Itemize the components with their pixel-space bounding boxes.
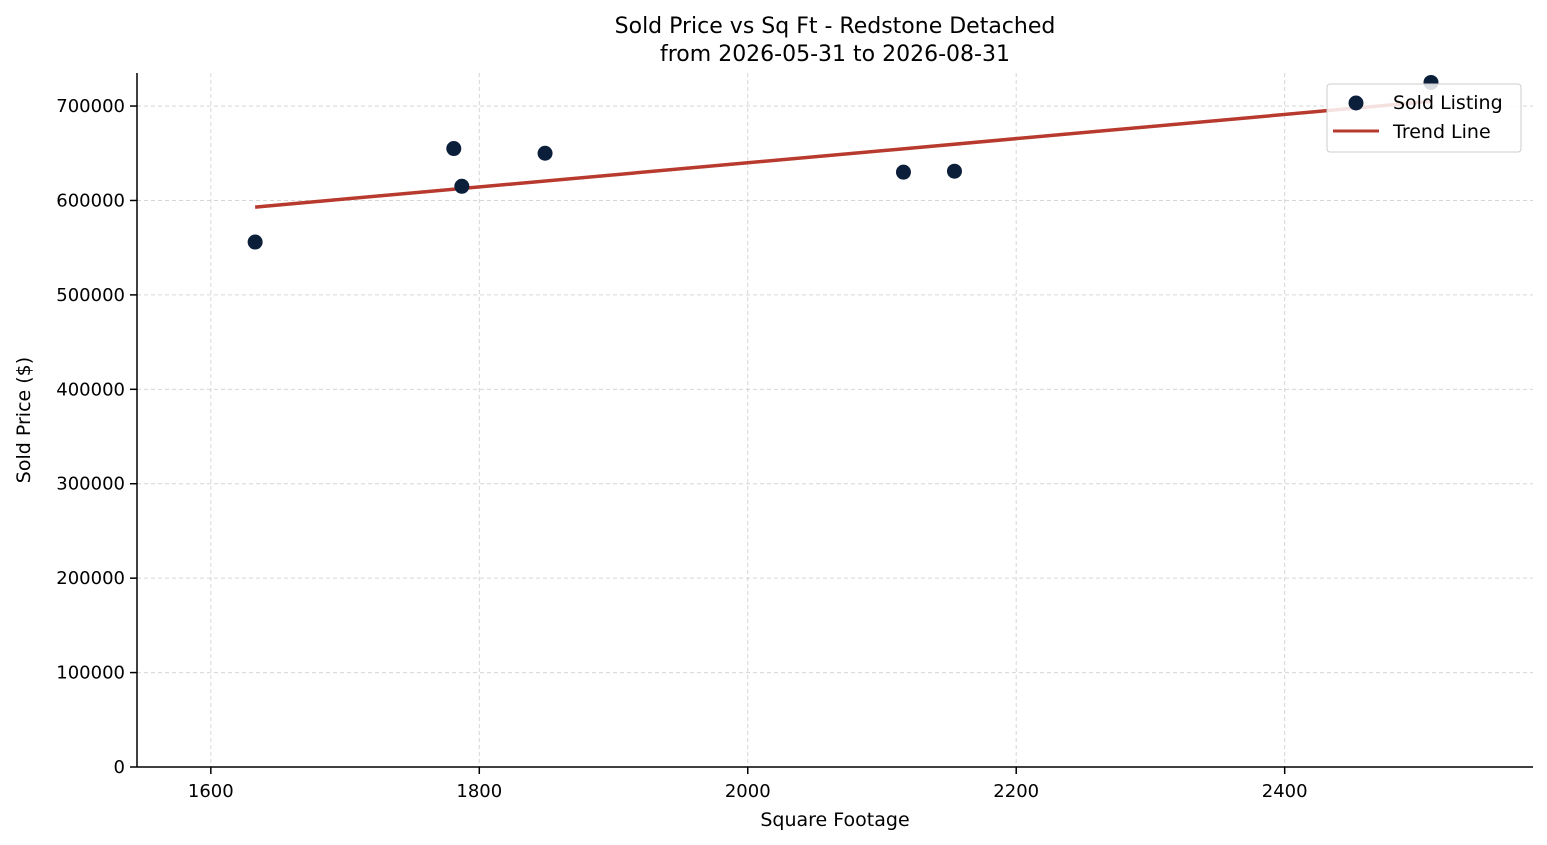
data-point <box>247 234 263 250</box>
grid <box>137 73 1533 768</box>
x-tick-label: 1800 <box>456 781 502 802</box>
y-ticks: 0 100000 200000 300000 400000 500000 600000 700… <box>56 96 137 778</box>
chart-subtitle: from 2026-05-31 to 2026-08-31 <box>660 42 1010 67</box>
y-tick-label: 100000 <box>56 663 125 684</box>
legend-label-trend-line: Trend Line <box>1392 121 1491 143</box>
data-point <box>946 163 962 179</box>
y-tick-label: 200000 <box>56 568 125 589</box>
data-point <box>446 141 462 157</box>
x-tick-label: 1600 <box>188 781 234 802</box>
data-point <box>537 145 553 161</box>
y-tick-label: 300000 <box>56 474 125 495</box>
trend-line <box>254 99 1432 209</box>
y-axis-label: Sold Price ($) <box>13 357 35 483</box>
x-ticks: 1600 1800 2000 2200 2400 <box>188 767 1308 802</box>
x-tick-label: 2200 <box>993 781 1039 802</box>
y-tick-label: 0 <box>114 757 125 778</box>
legend-label-sold-listing: Sold Listing <box>1393 92 1503 114</box>
y-tick-label: 400000 <box>56 379 125 400</box>
x-tick-label: 2000 <box>725 781 771 802</box>
trend-line-layer <box>254 99 1432 209</box>
x-axis-label: Square Footage <box>760 809 909 831</box>
y-tick-label: 600000 <box>56 190 125 211</box>
data-point <box>895 164 911 180</box>
y-tick-label: 700000 <box>56 96 125 117</box>
data-point <box>454 178 470 194</box>
x-tick-label: 2400 <box>1262 781 1308 802</box>
scatter-points <box>247 74 1439 250</box>
chart-title: Sold Price vs Sq Ft - Redstone Detached <box>615 14 1056 39</box>
legend-box <box>1326 83 1522 153</box>
y-tick-label: 500000 <box>56 285 125 306</box>
legend-marker-sold-listing <box>1348 95 1364 111</box>
legend: Sold Listing Trend Line <box>1326 83 1522 153</box>
